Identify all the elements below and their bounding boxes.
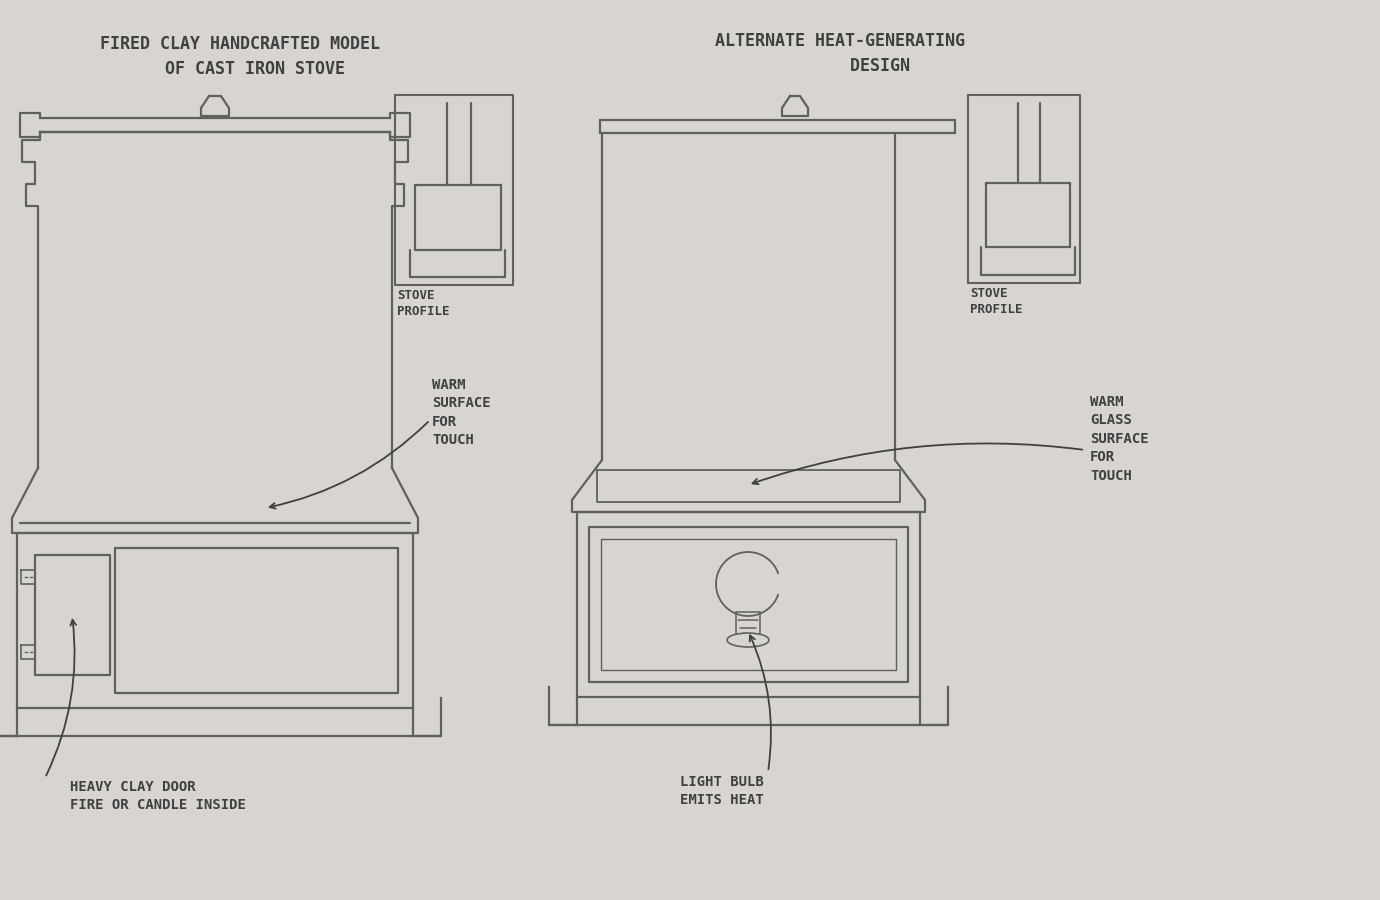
Text: HEAVY CLAY DOOR
FIRE OR CANDLE INSIDE: HEAVY CLAY DOOR FIRE OR CANDLE INSIDE	[70, 780, 246, 813]
Text: FIRED CLAY HANDCRAFTED MODEL
   OF CAST IRON STOVE: FIRED CLAY HANDCRAFTED MODEL OF CAST IRO…	[99, 35, 380, 78]
Text: STOVE
PROFILE: STOVE PROFILE	[397, 289, 450, 318]
Text: WARM
GLASS
SURFACE
FOR
TOUCH: WARM GLASS SURFACE FOR TOUCH	[1090, 395, 1148, 482]
Text: STOVE
PROFILE: STOVE PROFILE	[970, 287, 1023, 316]
Text: WARM
SURFACE
FOR
TOUCH: WARM SURFACE FOR TOUCH	[432, 378, 491, 447]
Text: LIGHT BULB
EMITS HEAT: LIGHT BULB EMITS HEAT	[680, 775, 763, 807]
Text: ALTERNATE HEAT-GENERATING
        DESIGN: ALTERNATE HEAT-GENERATING DESIGN	[715, 32, 965, 75]
